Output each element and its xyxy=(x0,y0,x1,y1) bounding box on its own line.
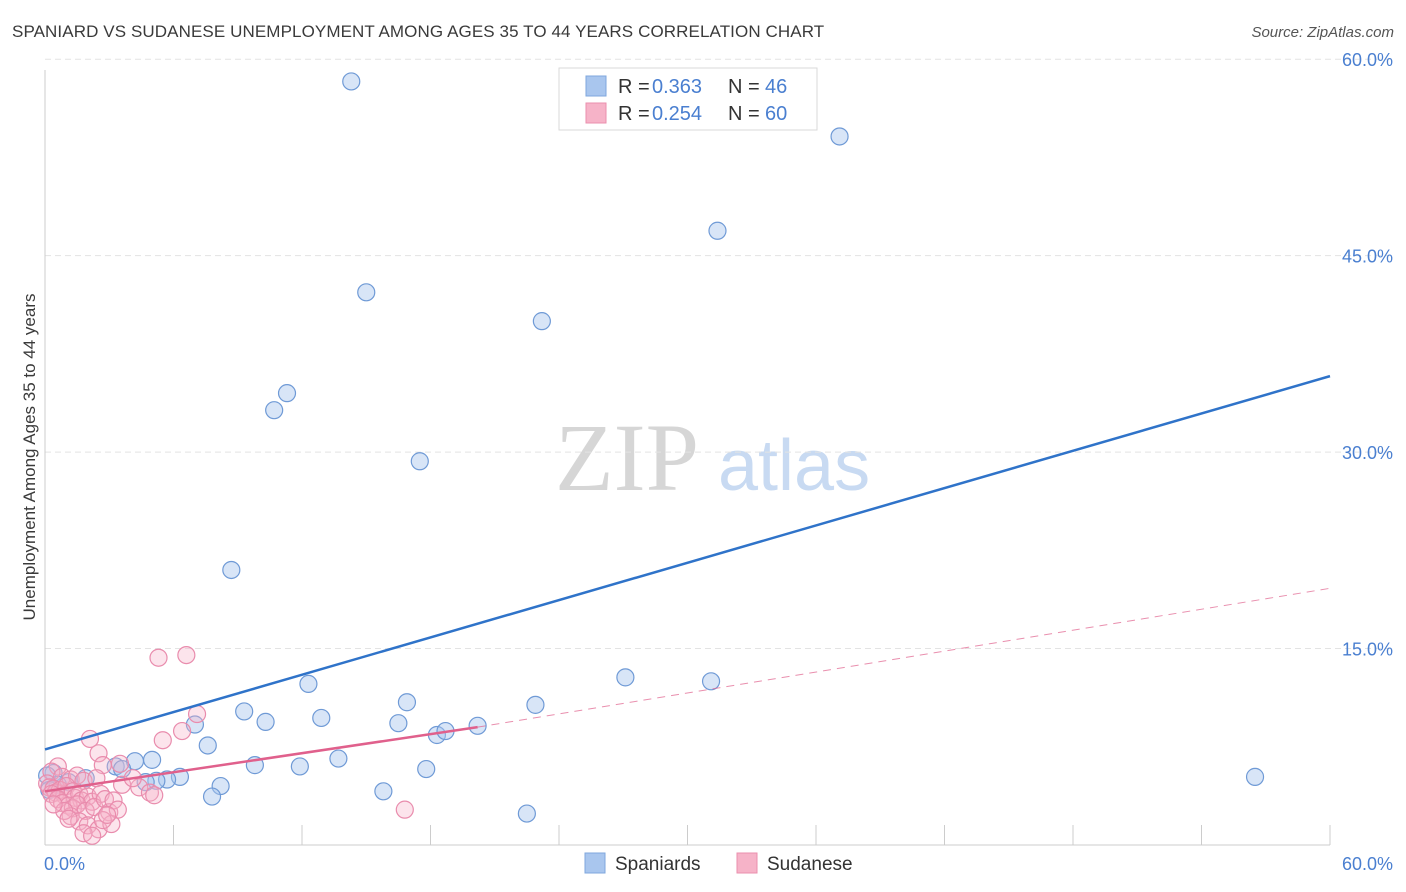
source-label: Source: ZipAtlas.com xyxy=(1251,24,1394,41)
spaniards-point-42 xyxy=(202,787,222,806)
spaniards-point-15 xyxy=(312,708,331,728)
y-tick-label-30: 30.0% xyxy=(1342,443,1393,463)
spaniards-point-6 xyxy=(265,401,284,420)
x-tick-label-max: 60.0% xyxy=(1342,854,1393,874)
sudanese-point-1 xyxy=(177,645,196,665)
spaniards-point-28 xyxy=(290,757,309,776)
sudanese-trend-line xyxy=(44,725,478,793)
spaniards-point-2 xyxy=(708,221,727,240)
spaniards-point-45 xyxy=(1245,767,1265,786)
sudanese-trend-line-extension xyxy=(477,587,1331,728)
legend-r-label-sudanese: R = xyxy=(618,103,650,125)
legend-n-value-spaniards: 46 xyxy=(765,76,787,98)
sudanese-point-59 xyxy=(395,800,414,819)
spaniards-point-8 xyxy=(222,560,241,580)
spaniards-point-5 xyxy=(277,384,297,403)
spaniards-point-7 xyxy=(410,452,429,471)
spaniards-point-30 xyxy=(417,759,436,779)
y-axis-title: Unemployment Among Ages 35 to 44 years xyxy=(20,294,39,621)
y-tick-label-15: 15.0% xyxy=(1342,640,1393,660)
watermark-atlas: atlas xyxy=(718,426,870,506)
spaniards-trend-line xyxy=(44,374,1331,751)
spaniards-point-0 xyxy=(342,72,361,91)
legend-box: R = 0.363 N = 46 R = 0.254 N = 60 xyxy=(558,67,818,131)
spaniards-point-10 xyxy=(299,674,318,694)
spaniards-point-43 xyxy=(374,782,393,801)
sudanese-point-58 xyxy=(44,795,63,814)
bottom-legend-swatch-sudanese xyxy=(736,852,758,874)
spaniards-point-14 xyxy=(235,702,254,721)
spaniards-point-11 xyxy=(701,672,721,691)
legend-n-label-sudanese: N = xyxy=(728,103,760,125)
spaniards-point-44 xyxy=(517,804,536,823)
y-tick-label-60: 60.0% xyxy=(1342,50,1393,70)
spaniards-point-22 xyxy=(198,736,217,755)
legend-r-value-spaniards: 0.363 xyxy=(652,76,702,98)
sudanese-point-0 xyxy=(149,648,168,667)
bottom-legend-swatch-spaniards xyxy=(584,852,606,874)
spaniards-point-1 xyxy=(830,127,849,146)
sudanese-point-51 xyxy=(83,826,102,845)
spaniards-point-29 xyxy=(329,749,348,768)
sudanese-point-8 xyxy=(110,754,130,773)
x-ticks xyxy=(44,825,1331,845)
gridlines xyxy=(45,58,1392,650)
sudanese-point-54 xyxy=(59,809,78,828)
legend-swatch-sudanese xyxy=(585,102,607,124)
y-tick-labels: 15.0% 30.0% 45.0% 60.0% xyxy=(1342,50,1393,659)
spaniards-point-4 xyxy=(532,312,551,331)
sudanese-point-4 xyxy=(153,731,172,750)
legend-n-label-spaniards: N = xyxy=(728,76,760,98)
spaniards-point-12 xyxy=(397,693,417,712)
legend-n-value-sudanese: 60 xyxy=(765,103,787,125)
bottom-legend: Spaniards Sudanese xyxy=(584,852,853,875)
spaniards-point-23 xyxy=(142,750,162,769)
bottom-legend-label-spaniards: Spaniards xyxy=(615,854,701,875)
watermark-zip: ZIP xyxy=(555,404,699,511)
bottom-legend-label-sudanese: Sudanese xyxy=(767,854,853,875)
sudanese-point-46 xyxy=(70,812,89,831)
legend-swatch-spaniards xyxy=(585,75,607,97)
sudanese-point-49 xyxy=(102,814,121,834)
x-tick-label-min: 0.0% xyxy=(44,854,85,874)
spaniards-point-19 xyxy=(468,716,487,735)
spaniards-point-18 xyxy=(389,714,408,733)
trend-lines xyxy=(44,374,1331,793)
sudanese-point-55 xyxy=(98,805,117,824)
y-tick-label-45: 45.0% xyxy=(1342,247,1393,267)
legend-r-label-spaniards: R = xyxy=(618,76,650,98)
spaniards-point-13 xyxy=(526,695,545,714)
legend-r-value-sudanese: 0.254 xyxy=(652,103,702,125)
spaniards-point-9 xyxy=(616,668,635,687)
spaniards-point-16 xyxy=(256,712,275,731)
spaniards-point-3 xyxy=(357,283,376,302)
sudanese-point-44 xyxy=(145,786,164,805)
chart-title: SPANIARD VS SUDANESE UNEMPLOYMENT AMONG … xyxy=(12,22,825,41)
sudanese-points xyxy=(38,645,414,845)
sudanese-point-3 xyxy=(172,721,192,741)
sudanese-point-6 xyxy=(89,744,108,763)
